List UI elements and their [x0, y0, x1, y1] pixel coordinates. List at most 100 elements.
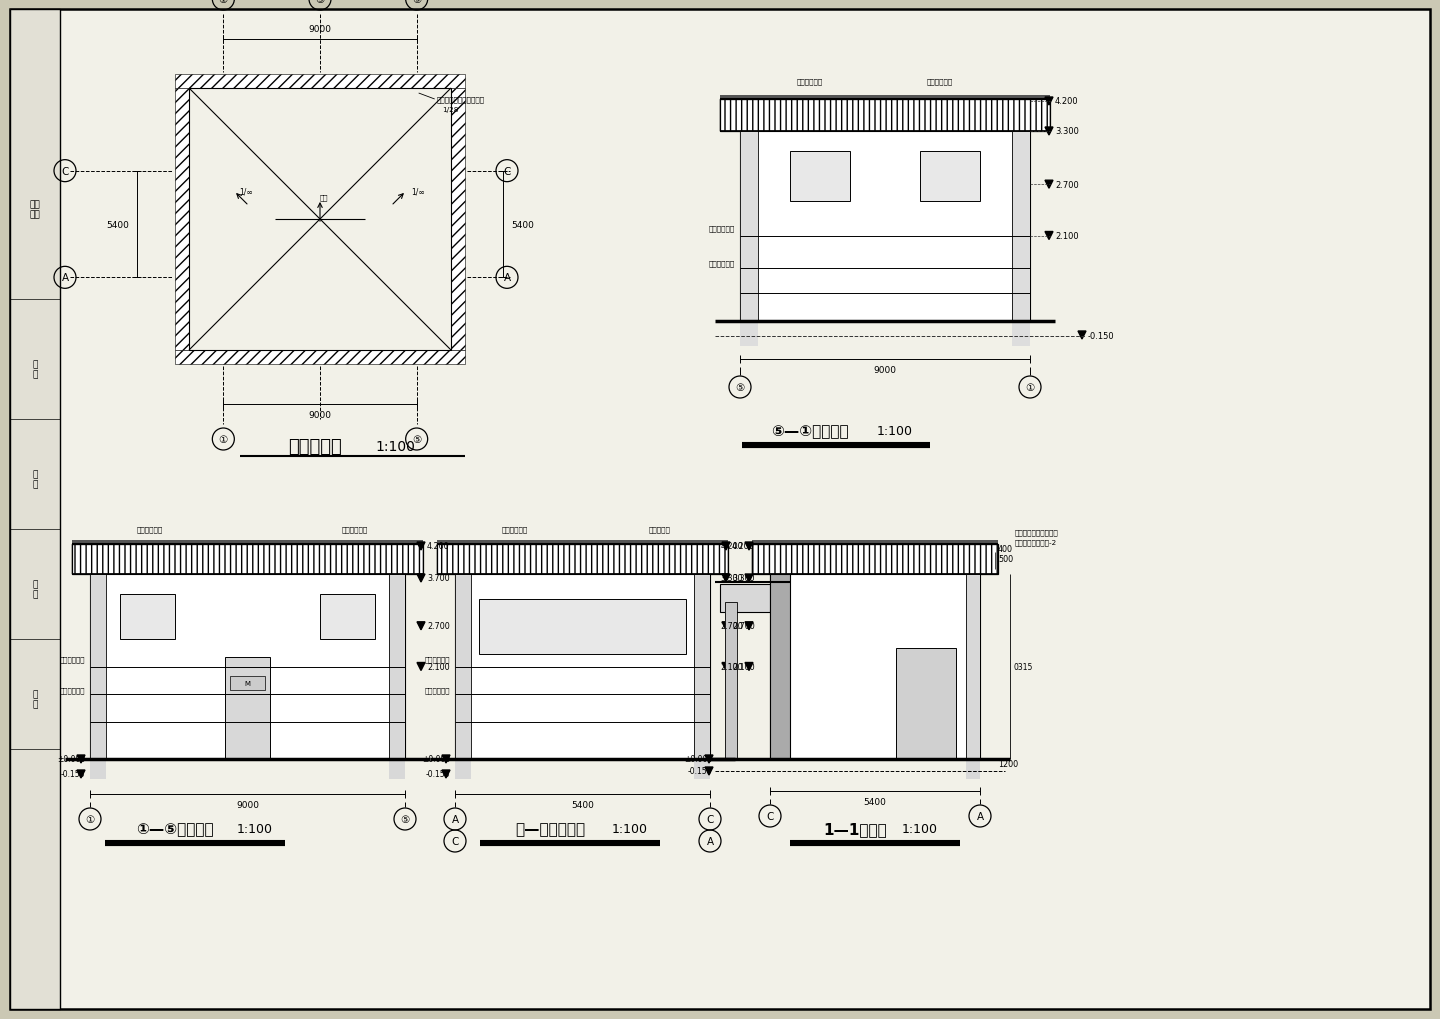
Polygon shape [1045, 181, 1053, 189]
Text: 梯脚、女儿墙及栏水板: 梯脚、女儿墙及栏水板 [1015, 529, 1058, 536]
Polygon shape [721, 542, 730, 550]
Polygon shape [744, 662, 753, 671]
Text: 4.200: 4.200 [1056, 98, 1079, 106]
Text: 1:100: 1:100 [901, 822, 937, 836]
Text: 4.200: 4.200 [732, 542, 755, 551]
Text: 泛水: 泛水 [320, 195, 328, 201]
Bar [120, 594, 176, 639]
Text: 1/28: 1/28 [442, 107, 458, 113]
Polygon shape [744, 542, 753, 550]
Text: 颜当色饰面漆: 颜当色饰面漆 [59, 686, 85, 693]
Bar [694, 575, 710, 759]
Text: ⑤: ⑤ [412, 434, 422, 444]
Bar [91, 575, 107, 759]
Polygon shape [76, 755, 85, 763]
Bar [1012, 131, 1030, 322]
Bar [752, 544, 998, 575]
Text: ①: ① [85, 814, 95, 824]
Polygon shape [706, 767, 713, 775]
Text: 2.700: 2.700 [428, 622, 449, 631]
Text: 制作饰面漆面: 制作饰面漆面 [796, 78, 824, 86]
Text: 做法详见标准图集-2: 做法详见标准图集-2 [1015, 539, 1057, 546]
Bar [436, 540, 729, 545]
Text: M: M [245, 680, 251, 686]
Text: 4.200: 4.200 [720, 542, 743, 551]
Text: -0.150: -0.150 [60, 769, 85, 779]
Text: 2.700: 2.700 [732, 622, 755, 631]
Bar [480, 599, 685, 654]
Bar [896, 648, 956, 759]
Bar [720, 585, 788, 612]
Bar [455, 575, 710, 759]
Bar [770, 575, 981, 759]
Text: 1:100: 1:100 [374, 439, 415, 453]
Bar [966, 575, 981, 759]
Text: ⑤—①轴立面图: ⑤—①轴立面图 [772, 424, 848, 439]
Text: ±0.000: ±0.000 [684, 755, 711, 764]
Text: 5400: 5400 [107, 220, 130, 229]
Text: 3.700: 3.700 [428, 574, 449, 583]
Text: 400: 400 [998, 545, 1012, 554]
Text: 1:100: 1:100 [238, 822, 274, 836]
Text: 颜黄色饰面漆: 颜黄色饰面漆 [137, 526, 163, 533]
Text: ±0.000: ±0.000 [56, 755, 85, 764]
Text: ①: ① [219, 0, 228, 5]
Bar [740, 131, 1030, 322]
Polygon shape [706, 755, 713, 763]
Text: 图
号: 图 号 [32, 690, 37, 709]
Text: Ａ—Ｃ轴立面图: Ａ—Ｃ轴立面图 [516, 821, 585, 837]
Bar [740, 131, 757, 346]
Bar [225, 657, 271, 759]
Text: ⑤: ⑤ [412, 0, 422, 5]
Polygon shape [721, 623, 730, 630]
Bar [720, 96, 1050, 101]
Text: 图
名: 图 名 [32, 470, 37, 489]
Text: 5400: 5400 [572, 800, 593, 809]
Text: A: A [707, 837, 714, 846]
Text: 1/∞: 1/∞ [410, 187, 425, 197]
Polygon shape [1045, 98, 1053, 106]
Text: 1—1剖面图: 1—1剖面图 [824, 821, 887, 837]
Text: 室当色饰面漆: 室当色饰面漆 [503, 526, 528, 533]
Polygon shape [418, 575, 425, 583]
Bar [720, 100, 1050, 131]
Text: ①—⑤轴立面图: ①—⑤轴立面图 [137, 821, 213, 837]
Text: ⑤: ⑤ [736, 382, 744, 392]
Bar [91, 575, 107, 780]
Text: 5400: 5400 [864, 797, 887, 806]
Text: ①: ① [1025, 382, 1034, 392]
Bar [72, 540, 423, 545]
Bar [1012, 131, 1030, 346]
Bar [436, 544, 729, 575]
Text: 落水口做法详见标准图集: 落水口做法详见标准图集 [436, 97, 485, 103]
Polygon shape [442, 770, 451, 779]
Bar [740, 131, 757, 322]
Text: 5400: 5400 [511, 220, 534, 229]
Text: 颜当色饰面漆: 颜当色饰面漆 [425, 686, 451, 693]
Bar [724, 602, 737, 759]
Bar [770, 575, 791, 759]
Bar [752, 540, 998, 545]
Text: 室当色饰面漆: 室当色饰面漆 [341, 526, 369, 533]
Text: 4.200: 4.200 [428, 542, 449, 551]
Text: 2.100: 2.100 [1056, 231, 1079, 240]
Bar [176, 351, 465, 365]
Bar [770, 575, 791, 759]
Bar [189, 89, 451, 351]
Text: -0.150: -0.150 [1089, 332, 1115, 341]
Polygon shape [418, 623, 425, 630]
Polygon shape [418, 662, 425, 671]
Text: 2.700: 2.700 [720, 622, 743, 631]
Text: 9000: 9000 [874, 366, 897, 375]
Text: A: A [451, 814, 458, 824]
Polygon shape [76, 770, 85, 779]
Text: 室当色饰面瓦: 室当色饰面瓦 [927, 78, 953, 86]
Text: A: A [62, 273, 69, 283]
Bar [966, 575, 981, 780]
Bar [389, 575, 405, 780]
Text: ①: ① [219, 434, 228, 444]
Bar [10, 10, 60, 1009]
Polygon shape [721, 662, 730, 671]
Bar [230, 676, 265, 690]
Text: 1/∞: 1/∞ [239, 187, 253, 197]
